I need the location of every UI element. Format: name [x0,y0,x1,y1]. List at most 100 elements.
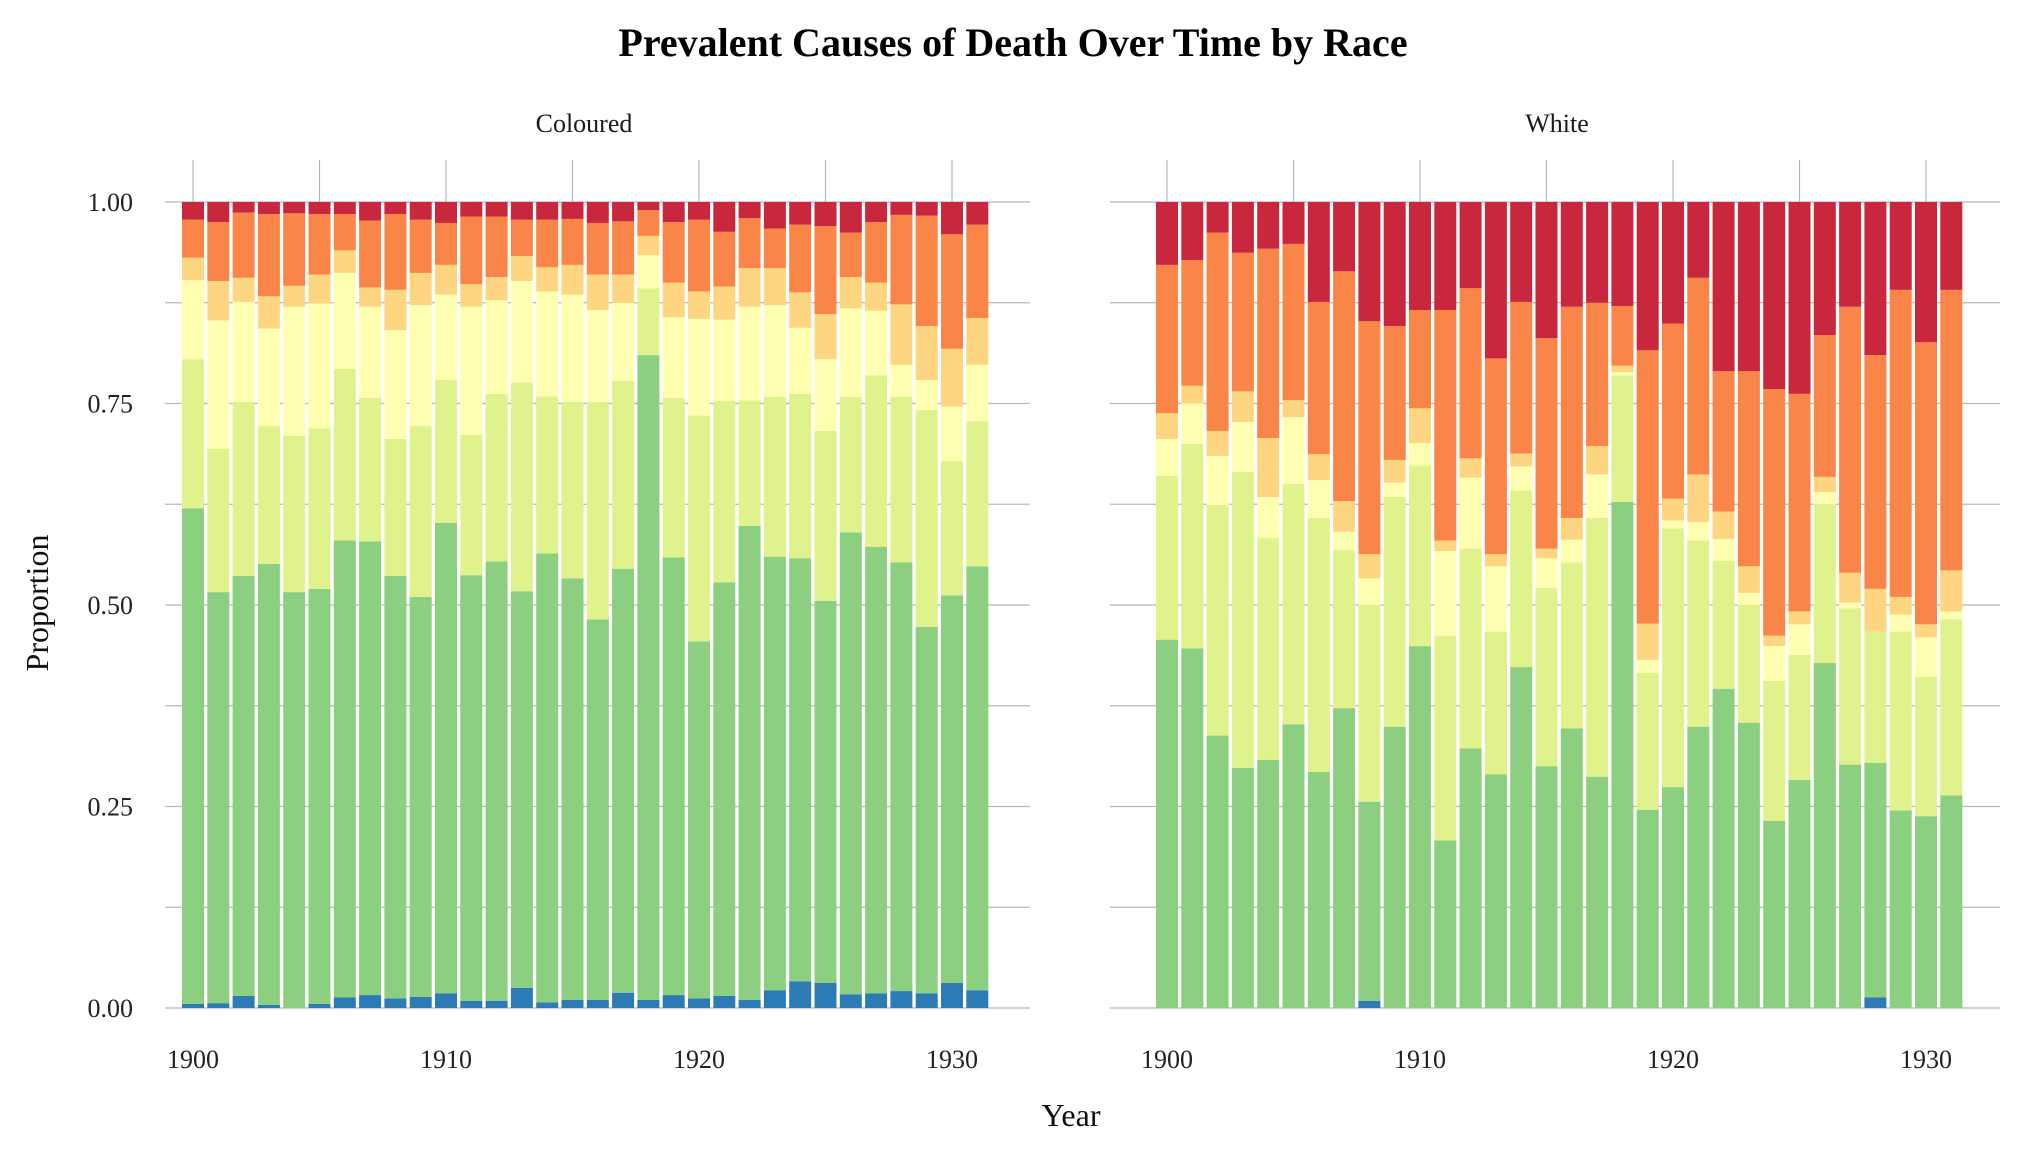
bar-segment [308,303,331,429]
bar-segment [1636,350,1659,624]
panels-layer: 1900 1910 1920 19300.000.250.500.751.001900… [88,160,2000,1074]
bar-segment [1611,305,1634,366]
panel-coloured: 1900 1910 1920 1930 0.00 0.25 0.50 0.75 1.00 [88,160,1030,1074]
bar-segment [485,202,508,217]
bar-segment [763,268,786,306]
bar-segment [1737,605,1760,723]
bar-segment [485,561,508,1001]
bar-segment [384,214,407,290]
bar-segment [536,219,559,268]
bar-segment [637,235,660,256]
bar-segment [839,202,862,233]
bar-segment [915,202,938,216]
bar-segment [1282,202,1305,244]
bar-segment [1940,611,1963,620]
panel-strip-white: White [1525,109,1589,138]
bar-segment [510,219,533,256]
bar-segment [662,282,685,318]
bar-segment [1813,334,1836,477]
bar-segment [1864,997,1887,1008]
bar-segment [1307,771,1330,1008]
bar-segment [510,382,533,592]
bar-segment [1231,472,1254,768]
bar-segment [561,294,584,402]
bar-segment [814,359,837,431]
bar-segment [839,232,862,277]
bar-segment [232,995,255,1008]
bar-segment [485,276,508,301]
bar-segment [789,224,812,293]
bar-segment [713,231,736,287]
bar-segment [612,380,635,569]
bar-segment [1257,759,1280,1008]
bar-segment [1889,202,1912,290]
bar-segment [1206,455,1229,506]
bar-segment [865,310,888,376]
bar-segment [1307,517,1330,772]
bar-segment [182,359,204,509]
bar-segment [713,995,736,1008]
bar-segment [1636,623,1659,660]
bar-segment [1535,548,1558,559]
bar-segment [232,301,255,402]
bar-segment [915,326,938,381]
bar-segment [561,264,584,295]
bar-segment [257,328,280,427]
bar-segment [333,272,356,369]
bar-segment [1712,688,1735,1008]
bar-segment [435,202,457,223]
bar-segment [839,276,862,309]
bar-segment [1484,631,1507,775]
bar-segment [789,292,812,328]
bars [1156,202,1963,1008]
bar-segment [536,202,559,220]
bar-segment [1712,538,1735,561]
bar-segment [1662,520,1684,529]
bar-segment [1712,202,1735,372]
bar-segment [612,992,635,1008]
bar-segment [915,993,938,1008]
bar-segment [561,218,584,265]
bar-segment [890,397,913,563]
bar-segment [1181,648,1204,1008]
bar-segment [1282,400,1305,418]
bar-segment [763,202,786,229]
bar-segment [1206,430,1229,456]
bar-segment [713,401,736,583]
bar-segment [1307,454,1330,481]
bar-segment [688,641,710,999]
bar-segment [1333,501,1356,532]
x-tick-label: 1920 [673,1045,725,1074]
bar-segment [1510,453,1533,467]
bar-segment [283,285,306,307]
bar-segment [510,987,533,1008]
bar-segment [485,393,508,562]
bar-segment [688,998,710,1008]
bar-segment [890,364,913,398]
bar-segment [1409,310,1431,409]
bar-segment [1560,539,1583,563]
bar-segment [713,286,736,320]
bar-segment [359,220,382,288]
bar-segment [1181,385,1204,404]
bar-segment [1662,528,1684,788]
bar-segment [1737,202,1760,372]
bar-segment [359,287,382,307]
bar-segment [1839,572,1862,603]
bar-segment [1358,202,1381,322]
bar-segment [1231,391,1254,423]
bar-segment [637,202,660,211]
bar-segment [1737,722,1760,1008]
bar-segment [1889,289,1912,597]
bar-segment [1763,680,1786,821]
bar-segment [1915,816,1937,1008]
bars [182,202,989,1008]
bar-segment [1206,232,1229,431]
bar-segment [763,228,786,269]
bar-segment [384,202,407,215]
bar-segment [409,305,432,427]
bar-segment [1586,474,1609,518]
y-tick-label: 0.00 [88,994,134,1023]
bar-segment [1181,443,1204,649]
bar-segment [1459,748,1482,1008]
